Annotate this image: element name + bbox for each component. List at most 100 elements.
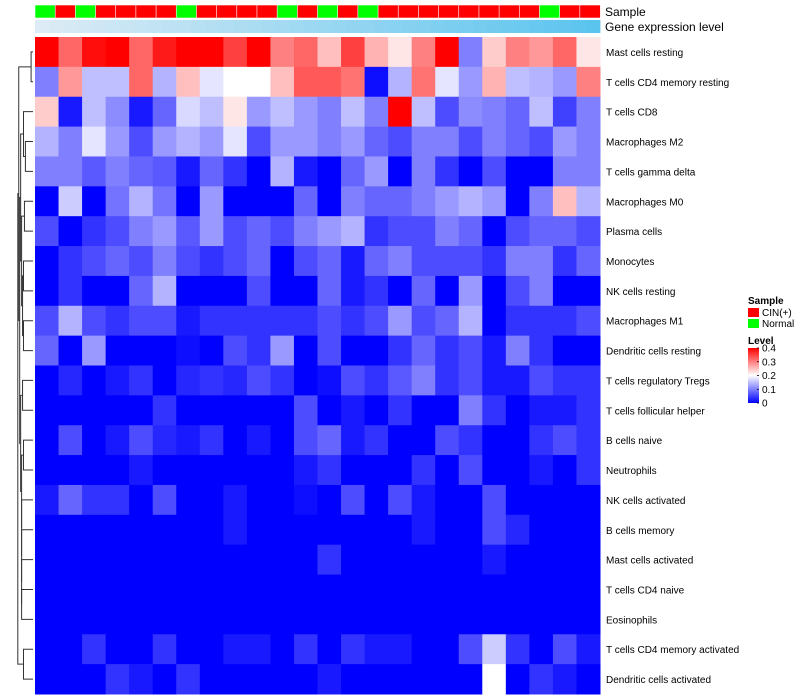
heatmap-cell xyxy=(199,514,224,546)
heatmap-cell xyxy=(199,664,224,695)
heatmap-cell xyxy=(270,246,295,277)
heatmap-cell xyxy=(223,514,248,546)
heatmap-cell xyxy=(82,335,107,366)
heatmap-cell xyxy=(458,664,483,695)
heatmap-cell xyxy=(152,604,177,635)
heatmap-cell xyxy=(341,544,366,576)
heatmap-cell xyxy=(223,305,248,337)
heatmap-cell xyxy=(82,186,107,217)
heatmap-cell xyxy=(176,246,201,277)
heatmap-cell xyxy=(505,514,530,546)
heatmap-cell xyxy=(458,514,483,546)
heatmap-cell xyxy=(317,664,342,695)
heatmap-cell xyxy=(82,455,107,486)
heatmap-cell xyxy=(105,96,130,128)
heatmap-cell xyxy=(317,514,342,546)
heatmap-cell xyxy=(552,365,577,396)
heatmap-cell xyxy=(293,634,318,665)
heatmap-cell xyxy=(364,365,389,396)
row-label: Macrophages M0 xyxy=(606,197,684,208)
heatmap-cell xyxy=(58,66,83,98)
expression-track-cell xyxy=(458,20,474,33)
heatmap-cell xyxy=(129,216,154,247)
heatmap-cell xyxy=(293,604,318,635)
dendrogram-branch xyxy=(21,529,33,583)
dendrogram-branch xyxy=(24,141,33,172)
heatmap-cell xyxy=(129,604,154,635)
heatmap-cell xyxy=(529,246,554,277)
dendrogram-branch xyxy=(21,454,24,528)
heatmap-cell xyxy=(388,305,413,337)
heatmap-cell xyxy=(388,126,413,157)
row-label: Dendritic cells resting xyxy=(606,347,701,358)
heatmap-cell xyxy=(317,484,342,516)
heatmap-cell xyxy=(411,216,436,247)
heatmap-cell xyxy=(293,664,318,695)
heatmap-cell xyxy=(576,425,601,456)
heatmap-cell xyxy=(35,305,60,337)
heatmap-cell xyxy=(246,156,271,187)
heatmap-cell xyxy=(505,96,530,128)
expression-track-cell xyxy=(232,20,248,33)
heatmap-cell xyxy=(129,246,154,277)
heatmap-cell xyxy=(458,37,483,68)
heatmap-cell xyxy=(105,514,130,546)
heatmap-cell xyxy=(341,335,366,366)
heatmap-cell xyxy=(152,484,177,516)
heatmap-cell xyxy=(364,395,389,426)
heatmap-cell xyxy=(152,634,177,665)
expression-track-cell xyxy=(529,20,544,33)
heatmap-cell xyxy=(58,126,83,157)
sample-track-cell xyxy=(579,4,601,19)
heatmap-cell xyxy=(293,335,318,366)
heatmap-cell xyxy=(176,275,201,307)
heatmap-cell xyxy=(58,37,83,68)
heatmap-cell xyxy=(341,37,366,68)
heatmap-cell xyxy=(199,126,224,157)
heatmap-cell xyxy=(576,66,601,98)
heatmap-cell xyxy=(552,634,577,665)
heatmap-cell xyxy=(411,664,436,695)
heatmap-cell xyxy=(364,186,389,217)
heatmap-cell xyxy=(482,425,507,456)
heatmap-cell xyxy=(82,365,107,396)
heatmap-cell xyxy=(199,544,224,576)
heatmap-cell xyxy=(388,395,413,426)
heatmap-cell xyxy=(105,156,130,187)
heatmap-cell xyxy=(364,544,389,576)
heatmap-cell xyxy=(129,305,154,337)
sample-track-cell xyxy=(34,4,56,19)
expression-track-cell xyxy=(289,20,304,33)
row-label: T cells CD4 memory resting xyxy=(606,78,729,89)
dendrogram-branch xyxy=(23,648,33,680)
heatmap-cell xyxy=(576,156,601,187)
dendrogram-branch xyxy=(21,588,33,620)
heatmap-cell xyxy=(388,544,413,576)
heatmap-cell xyxy=(552,246,577,277)
heatmap-cell xyxy=(58,275,83,307)
heatmap-cell xyxy=(529,216,554,247)
heatmap-cell xyxy=(152,395,177,426)
heatmap-cell xyxy=(82,425,107,456)
heatmap-cell xyxy=(176,425,201,456)
heatmap-cell xyxy=(317,365,342,396)
expression-track-cell xyxy=(416,20,431,33)
heatmap-cell xyxy=(435,305,460,337)
expression-track-cell xyxy=(133,20,149,33)
heatmap-cell xyxy=(458,246,483,277)
heatmap-cell xyxy=(35,275,60,307)
heatmap-cell xyxy=(529,395,554,426)
heatmap-cell xyxy=(482,574,507,605)
heatmap-cell xyxy=(58,455,83,486)
heatmap-cell xyxy=(199,96,224,128)
heatmap-cell xyxy=(552,514,577,546)
heatmap-cell xyxy=(388,37,413,68)
heatmap-cell xyxy=(505,246,530,277)
sample-track-cell xyxy=(438,4,460,19)
heatmap-cell xyxy=(293,96,318,128)
heatmap-cell xyxy=(388,246,413,277)
heatmap-cell xyxy=(576,514,601,546)
expression-track-cell xyxy=(105,20,121,33)
level-tick-label: 0 xyxy=(762,399,768,410)
heatmap-cell xyxy=(364,335,389,366)
